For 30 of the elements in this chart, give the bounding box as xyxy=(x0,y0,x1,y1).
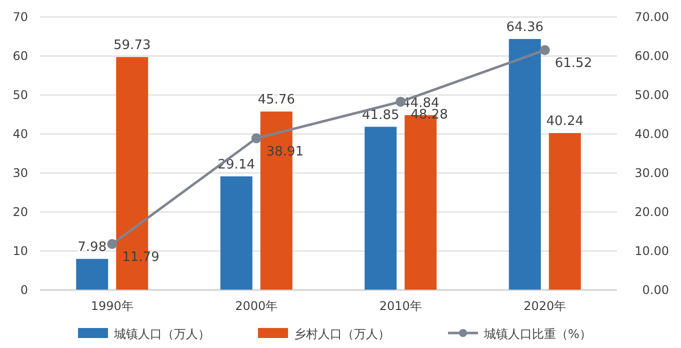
y2tick: 10.00 xyxy=(634,244,669,258)
data-label: 59.73 xyxy=(114,38,151,54)
data-label: 7.98 xyxy=(78,240,107,255)
y2tick: 60.00 xyxy=(634,49,669,63)
data-label: 61.52 xyxy=(554,56,592,72)
xtick: 2020年 xyxy=(524,299,566,313)
legend-label: 城镇人口（万人） xyxy=(114,327,210,341)
data-label: 64.36 xyxy=(506,20,544,35)
y2tick: 0.00 xyxy=(642,283,669,297)
ytick: 10 xyxy=(12,244,28,258)
ytick: 30 xyxy=(12,166,28,180)
ytick: 60 xyxy=(12,49,28,63)
xtick: 2010年 xyxy=(379,299,422,313)
data-label: 45.76 xyxy=(258,92,295,108)
data-label: 41.85 xyxy=(362,108,400,123)
y2tick: 70.00 xyxy=(634,10,669,24)
ytick: 40 xyxy=(12,127,28,141)
y2tick: 50.00 xyxy=(634,88,669,102)
legend-label: 城镇人口比重（%） xyxy=(484,327,592,341)
y2tick: 30.00 xyxy=(634,166,669,180)
ytick: 70 xyxy=(12,10,28,24)
ytick: 0 xyxy=(20,283,28,297)
ytick: 50 xyxy=(12,88,28,102)
xtick: 2000年 xyxy=(235,299,278,313)
xtick: 1990年 xyxy=(90,299,134,313)
ytick: 20 xyxy=(12,205,28,219)
y2tick: 20.00 xyxy=(634,205,669,219)
y2tick: 40.00 xyxy=(634,127,669,141)
legend-label: 乡村人口（万人） xyxy=(294,327,390,341)
data-label: 40.24 xyxy=(546,114,584,130)
